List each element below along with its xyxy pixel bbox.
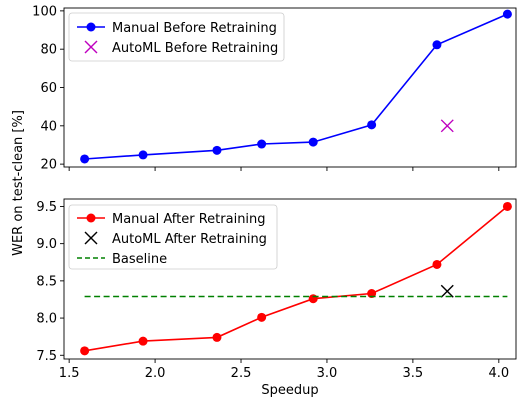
top-series-1-point-0: [440, 119, 454, 133]
bottom-series-0-point-0: [80, 346, 90, 356]
bottom-xtick-label-5: 4.0: [488, 366, 509, 381]
legend-marker-automl-after: [84, 231, 98, 245]
bottom-series-0-point-1: [138, 336, 148, 346]
top-ytick-label-4: 100: [32, 4, 57, 19]
bottom-legend: Manual After Retraining AutoML After Ret…: [68, 204, 278, 270]
legend-label-manual-before: Manual Before Retraining: [112, 21, 277, 36]
bottom-panel: 7.5 8.0 8.5 9.0 9.5 1.5 2.0 2.5 3.0 3.5 4.0 Manual…: [36, 198, 517, 381]
top-series-0-point-1: [138, 150, 148, 160]
bottom-series-0-point-2: [212, 332, 222, 342]
bottom-xtick-label-1: 2.0: [145, 366, 166, 381]
top-legend-box: [68, 12, 285, 62]
top-series-0-point-2: [212, 145, 222, 155]
bottom-series-0-point-3: [257, 312, 267, 322]
bottom-ytick-label-2: 8.5: [36, 274, 57, 289]
top-panel: 20 40 60 80 100 Manual Before Retraining Aut…: [32, 4, 517, 173]
top-series-0-point-4: [308, 137, 318, 147]
top-series-0-point-0: [80, 154, 90, 164]
top-series-0-point-7: [502, 9, 512, 19]
top-series-0-point-3: [257, 139, 267, 149]
top-series-0-line: [84, 13, 508, 160]
bottom-ytick-label-4: 9.5: [36, 200, 57, 215]
bottom-series-0-point-7: [502, 201, 512, 211]
bottom-xtick-label-4: 3.5: [403, 366, 424, 381]
x-axis-label: Speedup: [261, 383, 318, 398]
top-legend: Manual Before Retraining AutoML Before R…: [68, 12, 285, 62]
top-ytick-label-2: 60: [40, 81, 57, 96]
bottom-legend-box: [68, 204, 278, 270]
top-series-0-point-5: [367, 120, 377, 130]
bottom-series-0-point-4: [308, 294, 318, 304]
legend-label-manual-after: Manual After Retraining: [112, 212, 266, 227]
legend-marker-manual-after: [86, 213, 96, 223]
top-series-0-point-6: [432, 40, 442, 50]
bottom-xtick-label-2: 2.5: [231, 366, 252, 381]
legend-marker-automl-before: [84, 40, 98, 54]
legend-label-automl-after: AutoML After Retraining: [112, 232, 267, 247]
top-ytick-label-1: 40: [40, 119, 57, 134]
bottom-xtick-label-0: 1.5: [59, 366, 80, 381]
bottom-ytick-label-0: 7.5: [36, 349, 57, 364]
bottom-series-1-point-0: [440, 284, 454, 298]
y-axis-label: WER on test-clean [%]: [11, 110, 26, 256]
bottom-ytick-label-3: 9.0: [36, 237, 57, 252]
bottom-series-0-point-6: [432, 259, 442, 269]
bottom-xtick-label-3: 3.0: [317, 366, 338, 381]
bottom-series-0-line: [84, 205, 508, 352]
bottom-plot-frame: [63, 198, 517, 360]
top-ytick-label-0: 20: [40, 158, 57, 173]
legend-label-automl-before: AutoML Before Retraining: [112, 41, 278, 56]
bottom-ytick-label-1: 8.0: [36, 312, 57, 327]
legend-label-baseline: Baseline: [112, 252, 167, 267]
top-ytick-label-3: 80: [40, 43, 57, 58]
legend-marker-manual-before: [86, 22, 96, 32]
